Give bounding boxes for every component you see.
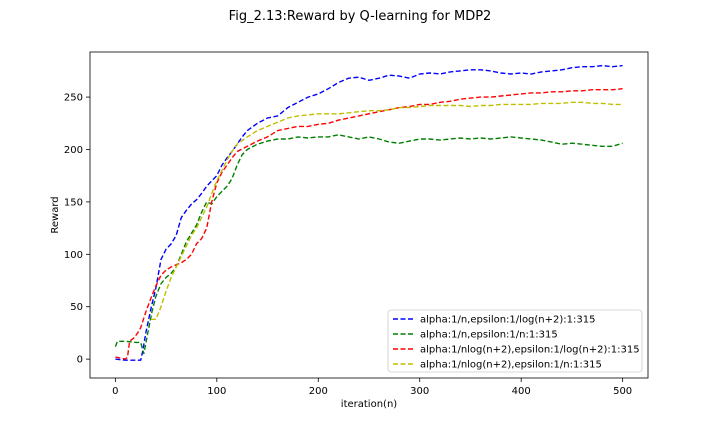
y-axis-label: Reward xyxy=(50,196,61,233)
x-tick-label: 0 xyxy=(112,386,118,397)
y-tick-label: 200 xyxy=(64,145,83,156)
legend: alpha:1/n,epsilon:1/log(n+2):1:315 alpha:… xyxy=(387,309,643,373)
series-line-4 xyxy=(150,101,623,320)
legend-items: alpha:1/n,epsilon:1/log(n+2):1:315 alpha:… xyxy=(393,315,640,371)
series-line-2 xyxy=(114,134,623,355)
y-axis: 0 50 100 150 200 250 xyxy=(64,93,90,366)
legend-label: alpha:1/nlog(n+2),epsilon:1/n:1:315 xyxy=(420,360,602,371)
legend-box xyxy=(387,309,643,373)
x-axis-label: iteration(n) xyxy=(341,399,397,410)
series-layer xyxy=(114,64,623,361)
y-tick-label: 100 xyxy=(64,250,83,261)
y-tick-label: 250 xyxy=(64,93,83,104)
series-line-1 xyxy=(115,64,623,361)
plot-area xyxy=(89,51,649,379)
x-tick-label: 500 xyxy=(613,386,632,397)
x-axis: 0 100 200 300 400 500 xyxy=(112,378,632,397)
y-tick-label: 150 xyxy=(64,197,83,208)
legend-label: alpha:1/n,epsilon:1/n:1:315 xyxy=(420,330,558,341)
chart-title: Fig_2.13:Reward by Q-learning for MDP2 xyxy=(229,9,492,24)
x-tick-label: 100 xyxy=(207,386,226,397)
y-tick-label: 50 xyxy=(70,302,83,313)
x-tick-label: 200 xyxy=(309,386,328,397)
y-tick-label: 0 xyxy=(77,355,83,366)
legend-label: alpha:1/nlog(n+2),epsilon:1/log(n+2):1:3… xyxy=(420,345,640,356)
plot-frame xyxy=(89,51,649,379)
legend-label: alpha:1/n,epsilon:1/log(n+2):1:315 xyxy=(420,315,595,326)
series-line-3 xyxy=(115,88,623,360)
x-tick-label: 400 xyxy=(512,386,531,397)
x-tick-label: 300 xyxy=(410,386,429,397)
